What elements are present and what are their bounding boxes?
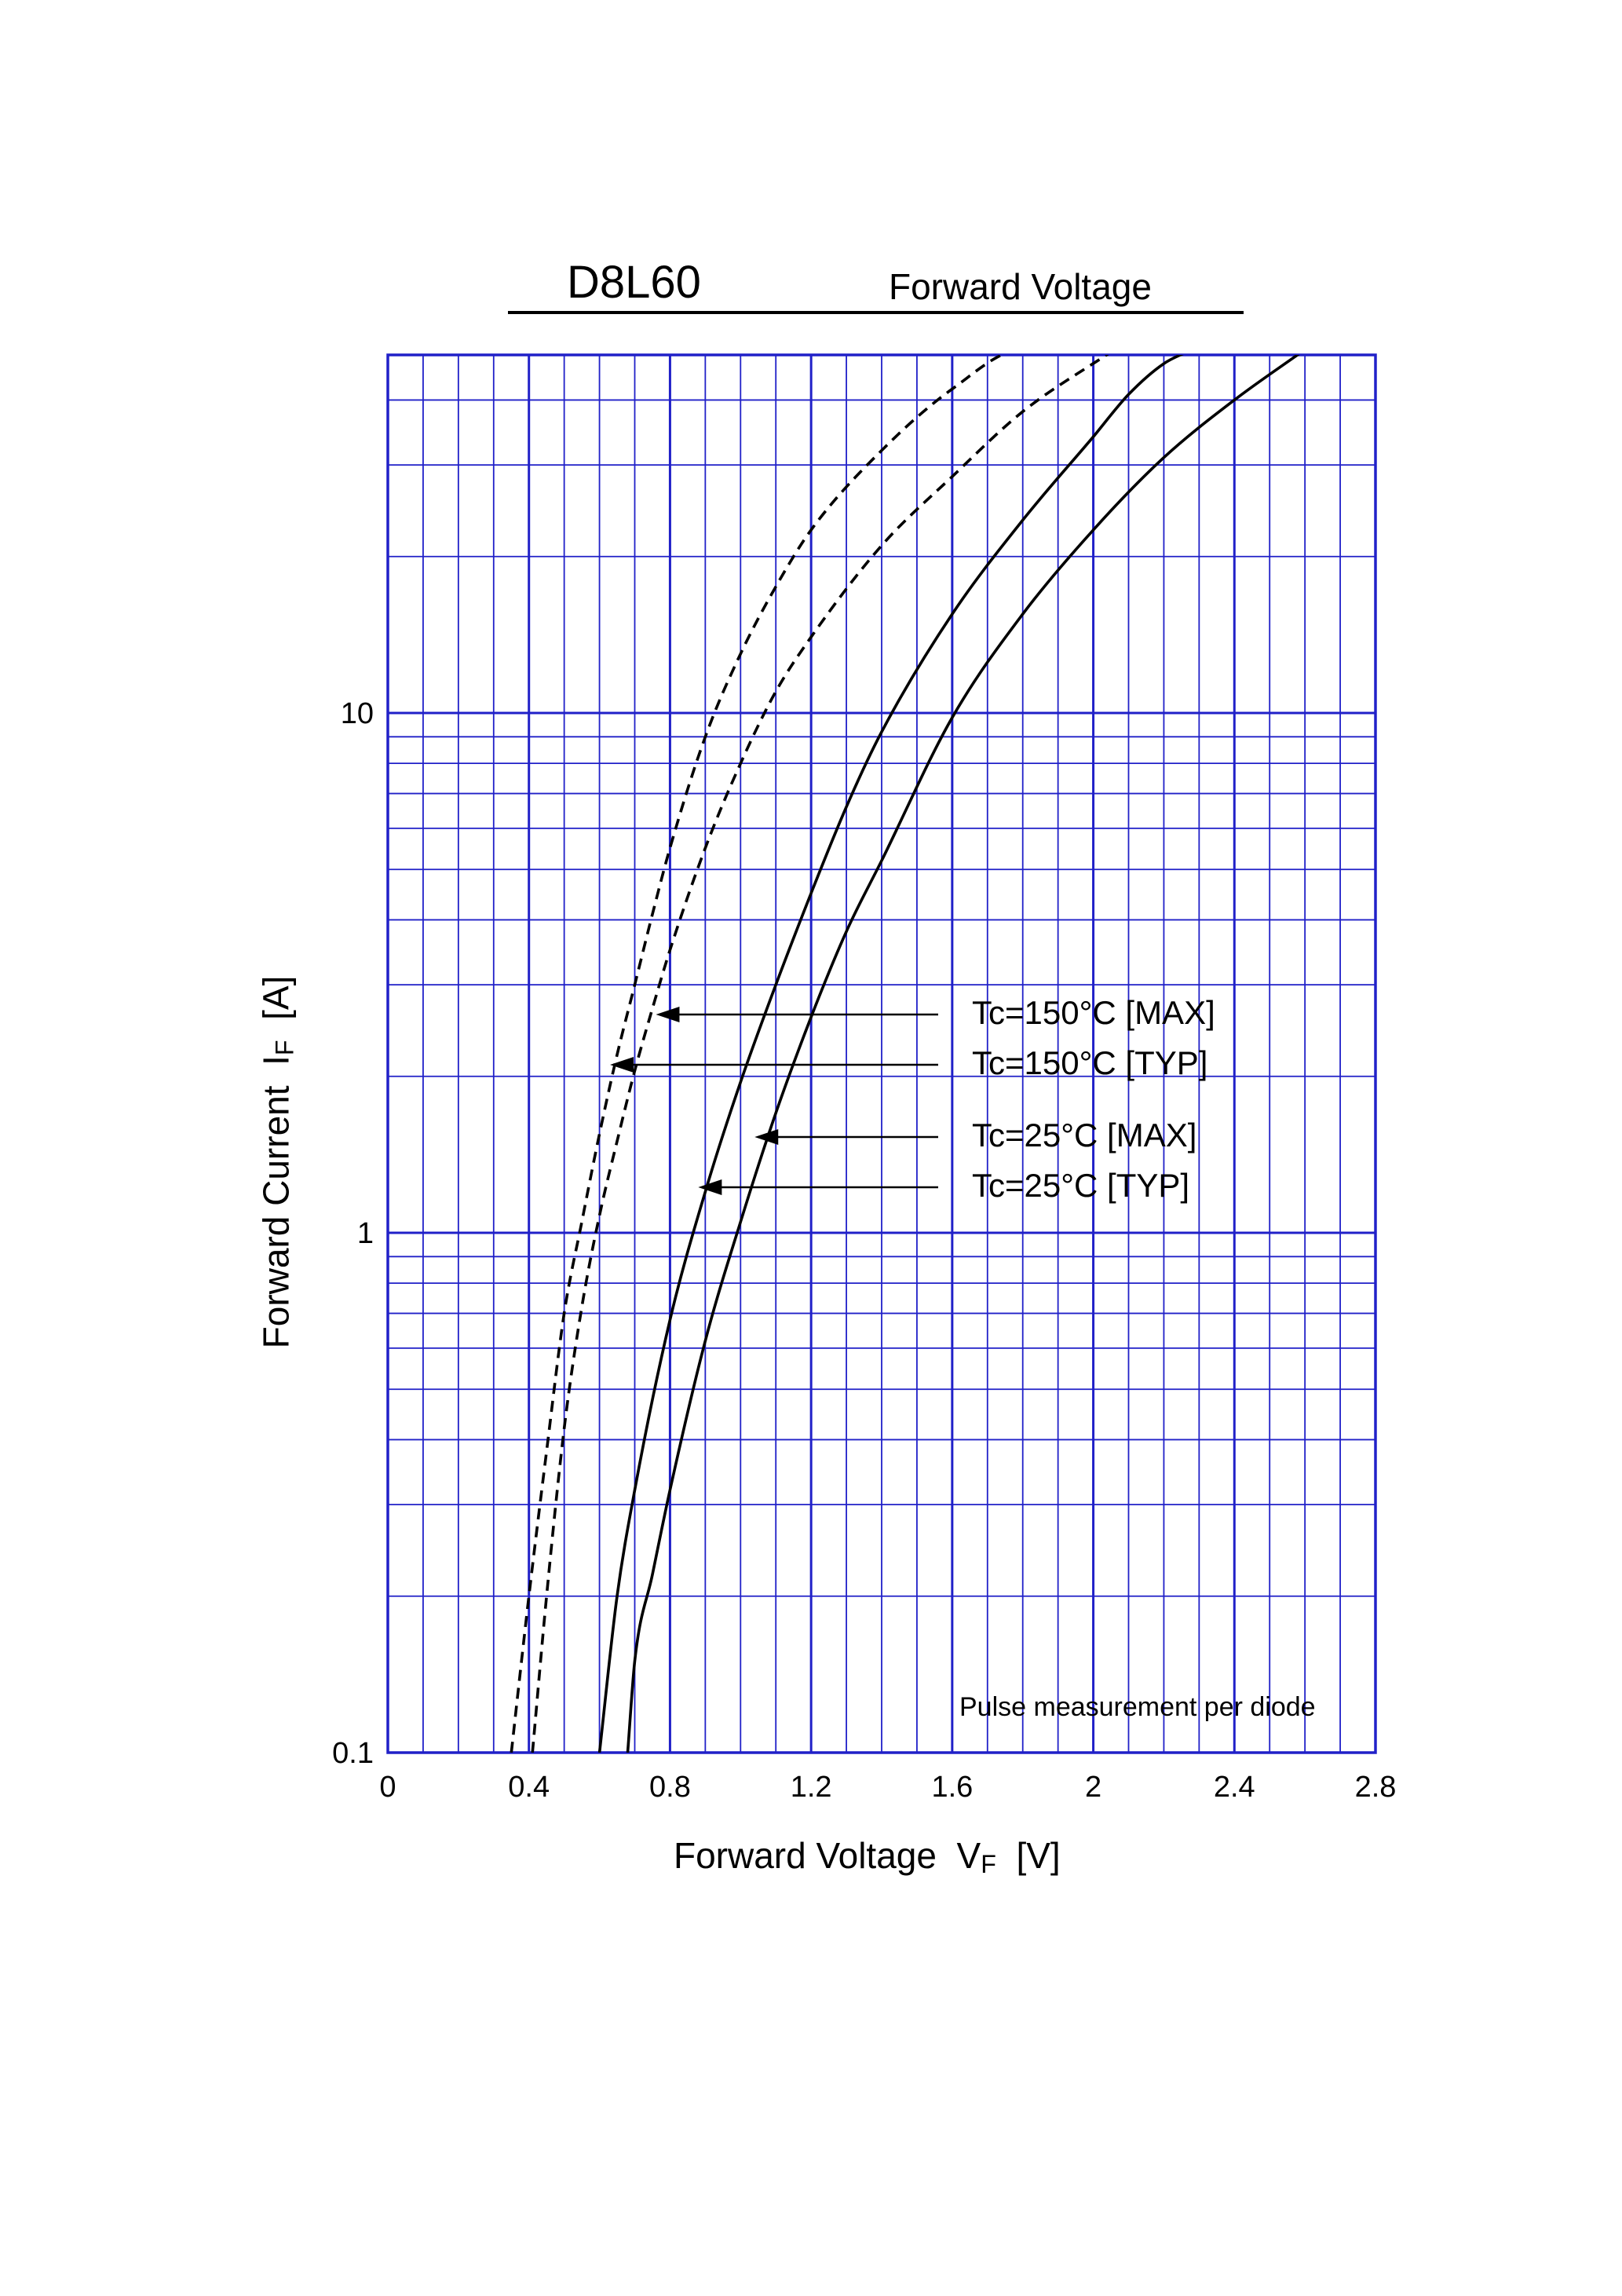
legend-arrow-head xyxy=(610,1057,634,1073)
y-tick-label: 0.1 xyxy=(332,1737,374,1770)
x-tick-label: 2 xyxy=(1085,1771,1101,1804)
title-underline xyxy=(508,311,1244,314)
legend-label: Tc=150°C [TYP] xyxy=(972,1044,1208,1081)
tick-labels: 0 0.4 0.8 1.2 1.6 2 2.4 2.8 0.1 1 10 xyxy=(332,697,1396,1804)
x-tick-label: 0 xyxy=(379,1771,396,1804)
curve-series-1 xyxy=(510,355,1006,1753)
part-number-title: D8L60 xyxy=(567,257,701,308)
x-axis-label-text: Forward Voltage xyxy=(674,1835,937,1876)
graph-name-title: Forward Voltage xyxy=(889,266,1152,307)
legend-label: Tc=25°C [TYP] xyxy=(972,1167,1190,1204)
x-axis-label-symbol: V xyxy=(956,1835,981,1876)
curves xyxy=(510,355,1300,1753)
pulse-note: Pulse measurement per diode xyxy=(959,1692,1316,1722)
x-axis-label-subscript: F xyxy=(981,1849,996,1878)
x-tick-label: 2.4 xyxy=(1214,1771,1255,1804)
y-axis-label-symbol: I xyxy=(255,1055,297,1066)
legend-arrow-head xyxy=(698,1179,722,1195)
x-tick-label: 1.6 xyxy=(931,1771,973,1804)
legend-label: Tc=150°C [MAX] xyxy=(972,994,1215,1031)
curve-series-3 xyxy=(597,355,1184,1753)
y-axis-label-subscript: F xyxy=(270,1040,299,1056)
x-tick-label: 0.8 xyxy=(649,1771,691,1804)
legend-arrow-head xyxy=(656,1007,680,1022)
curve-series-2 xyxy=(531,355,1109,1753)
legend-arrow-head xyxy=(754,1129,779,1145)
legend-label: Tc=25°C [MAX] xyxy=(972,1117,1197,1153)
curve-series-4 xyxy=(626,355,1300,1753)
x-axis-label: Forward Voltage VF [V] xyxy=(674,1834,1061,1879)
x-tick-label: 1.2 xyxy=(791,1771,832,1804)
plot-frame xyxy=(386,353,1377,1754)
minor-grid xyxy=(388,355,1375,1753)
y-axis-label-unit: [A] xyxy=(255,975,297,1020)
legend-arrows xyxy=(610,1007,938,1195)
y-axis-label: Forward Current IF [A] xyxy=(255,976,300,1349)
y-tick-label: 1 xyxy=(357,1217,374,1250)
x-tick-label: 0.4 xyxy=(508,1771,550,1804)
y-tick-label: 10 xyxy=(341,697,374,730)
y-axis-label-text: Forward Current xyxy=(255,1085,297,1349)
major-grid xyxy=(386,353,1377,1754)
x-axis-label-unit: [V] xyxy=(1016,1835,1061,1876)
x-tick-label: 2.8 xyxy=(1355,1771,1397,1804)
